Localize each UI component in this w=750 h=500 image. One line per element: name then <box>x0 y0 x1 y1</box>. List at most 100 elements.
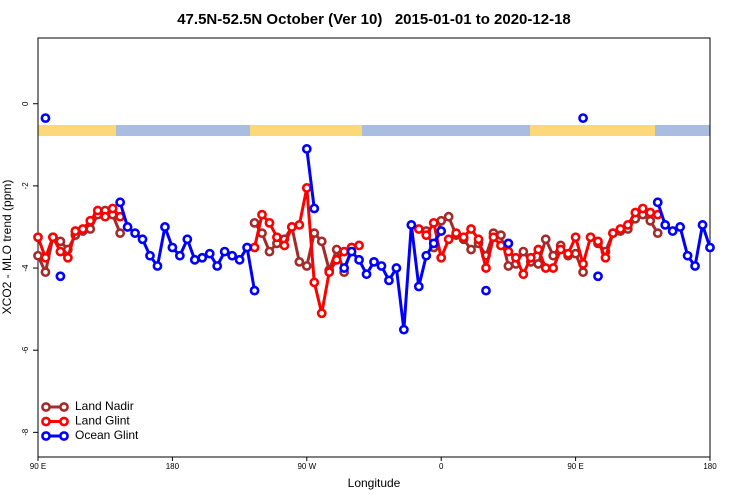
data-point <box>160 222 170 232</box>
data-point <box>428 217 439 228</box>
y-tick-label: -4 <box>21 264 30 272</box>
data-point <box>331 244 342 255</box>
data-point <box>555 244 566 255</box>
data-point <box>443 234 454 245</box>
x-tick-label: 90 E <box>30 462 46 471</box>
data-point <box>705 242 715 253</box>
data-point <box>249 285 260 296</box>
data-point <box>675 222 686 232</box>
data-point <box>55 271 66 282</box>
data-point <box>174 250 185 261</box>
data-point <box>421 230 432 241</box>
x-tick-label: 180 <box>166 462 180 471</box>
data-point <box>301 261 312 271</box>
data-point <box>339 263 350 273</box>
data-point <box>309 277 320 288</box>
land-mask <box>38 125 710 136</box>
data-point <box>115 197 126 208</box>
data-point <box>481 285 491 296</box>
data-point <box>637 203 648 214</box>
x-tick-label: 90 W <box>297 462 316 471</box>
data-point <box>540 234 551 245</box>
data-point <box>503 261 514 271</box>
data-point <box>376 261 387 271</box>
data-point <box>451 228 462 239</box>
data-point <box>600 252 611 263</box>
data-point <box>525 252 536 263</box>
data-point <box>540 263 551 273</box>
data-point <box>145 250 155 261</box>
data-point <box>324 267 335 278</box>
data-point <box>443 211 454 222</box>
legend-marker <box>59 431 69 441</box>
data-point <box>630 207 641 218</box>
x-axis-title: Longitude <box>348 476 401 490</box>
data-point <box>40 267 51 278</box>
data-point <box>354 240 364 251</box>
y-tick-label: -2 <box>21 182 30 190</box>
legend-marker <box>41 402 51 412</box>
data-point <box>55 236 66 247</box>
data-point <box>40 252 51 263</box>
data-point <box>107 203 118 214</box>
x-tick-label: 90 E <box>567 462 583 471</box>
data-point <box>62 252 73 263</box>
legend-label: Land Glint <box>75 414 130 428</box>
data-point <box>197 252 208 263</box>
data-point <box>100 211 111 222</box>
data-point <box>301 183 312 193</box>
data-point <box>608 228 618 239</box>
data-point <box>204 248 215 259</box>
data-point <box>428 238 439 249</box>
data-point <box>92 205 103 216</box>
data-point <box>242 242 252 253</box>
data-point <box>563 248 574 259</box>
data-point <box>488 232 499 243</box>
data-point <box>272 232 282 243</box>
data-point <box>578 113 588 124</box>
legend-marker <box>41 431 51 441</box>
data-point <box>570 232 581 243</box>
data-point <box>398 324 409 335</box>
data-point <box>33 232 43 243</box>
data-point <box>77 224 88 234</box>
data-point <box>406 220 417 230</box>
legend-marker <box>59 416 69 427</box>
data-point <box>652 197 663 208</box>
y-axis-title: XCO2 - MLO trend (ppm) <box>0 180 14 315</box>
data-point <box>249 242 260 253</box>
data-point <box>421 250 432 261</box>
data-point <box>264 217 275 228</box>
data-point <box>458 232 469 243</box>
data-point <box>593 271 603 282</box>
data-point <box>122 222 133 232</box>
legend-marker <box>41 416 51 427</box>
data-point <box>518 246 529 257</box>
data-point <box>548 263 559 273</box>
data-point <box>622 220 633 230</box>
data-point <box>660 220 671 230</box>
legend-marker <box>59 402 69 412</box>
data-point <box>309 203 320 214</box>
data-point <box>264 246 275 257</box>
data-point <box>182 234 193 245</box>
x-tick-label: 180 <box>703 462 717 471</box>
chart-title: 47.5N-52.5N October (Ver 10) 2015-01-01 … <box>177 11 571 28</box>
land-strip <box>530 125 655 136</box>
data-point <box>645 207 656 218</box>
data-point <box>354 254 364 265</box>
data-point <box>578 267 588 278</box>
data-point <box>436 215 447 226</box>
data-point <box>249 217 260 228</box>
data-point <box>615 224 626 234</box>
land-strip <box>38 125 116 136</box>
data-point <box>667 226 678 236</box>
ocean-strip <box>38 125 710 136</box>
y-tick-label: -6 <box>21 346 30 354</box>
data-point <box>413 224 424 234</box>
legend-label: Land Nadir <box>75 399 134 413</box>
data-point <box>496 230 506 241</box>
data-point <box>33 250 43 261</box>
